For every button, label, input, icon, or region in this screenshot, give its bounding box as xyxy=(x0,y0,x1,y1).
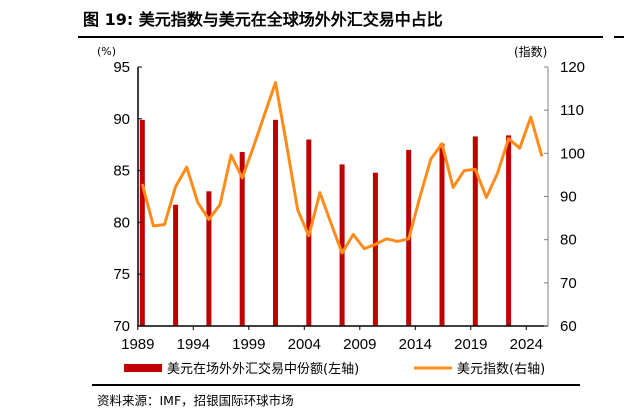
right-tick-label-80: 80 xyxy=(560,232,577,249)
right-axis-label: (指数) xyxy=(514,44,547,59)
bar-1992 xyxy=(173,204,179,326)
bar-2022 xyxy=(506,135,512,326)
bar-2007 xyxy=(339,164,345,326)
right-tick-label-70: 70 xyxy=(560,275,577,292)
left-tick-label-90: 90 xyxy=(113,111,130,128)
right-tick-label-60: 60 xyxy=(560,318,577,335)
bar-2016 xyxy=(439,143,445,326)
right-tick-label-100: 100 xyxy=(560,145,585,162)
x-tick-label-2014: 2014 xyxy=(399,336,432,353)
right-tick-label-110: 110 xyxy=(560,102,584,119)
bar-1989 xyxy=(139,119,145,326)
legend-bar-label: 美元在场外外汇交易中份额(左轴) xyxy=(167,361,359,377)
bar-2001 xyxy=(273,119,278,326)
dollar-index-line xyxy=(140,81,544,255)
left-tick-label-75: 75 xyxy=(113,266,130,283)
x-tick-label-1999: 1999 xyxy=(232,336,265,353)
bar-2019 xyxy=(472,136,478,326)
legend-bar-swatch xyxy=(124,364,162,372)
x-tick-label-1994: 1994 xyxy=(177,336,210,353)
legend-line-label: 美元指数(右轴) xyxy=(457,362,545,377)
source-note: 资料来源：IMF，招银国际环球市场 xyxy=(97,393,294,408)
x-tick-label-2009: 2009 xyxy=(343,336,376,353)
left-tick-label-95: 95 xyxy=(113,59,130,76)
right-tick-label-90: 90 xyxy=(560,189,577,206)
left-axis-label: (%) xyxy=(97,45,116,58)
chart-title: 图 19: 美元指数与美元在全球场外外汇交易中占比 xyxy=(83,10,443,29)
right-tick-label-120: 120 xyxy=(560,59,585,76)
left-tick-label-80: 80 xyxy=(113,214,130,231)
bar-1995 xyxy=(206,191,212,326)
bar-2010 xyxy=(372,172,378,326)
x-tick-label-1989: 1989 xyxy=(121,336,154,353)
left-tick-label-85: 85 xyxy=(113,163,130,180)
bar-1998 xyxy=(239,151,245,326)
x-tick-label-2004: 2004 xyxy=(288,336,321,353)
left-tick-label-70: 70 xyxy=(113,318,130,335)
x-tick-label-2019: 2019 xyxy=(454,336,487,353)
x-tick-label-2024: 2024 xyxy=(510,336,543,353)
